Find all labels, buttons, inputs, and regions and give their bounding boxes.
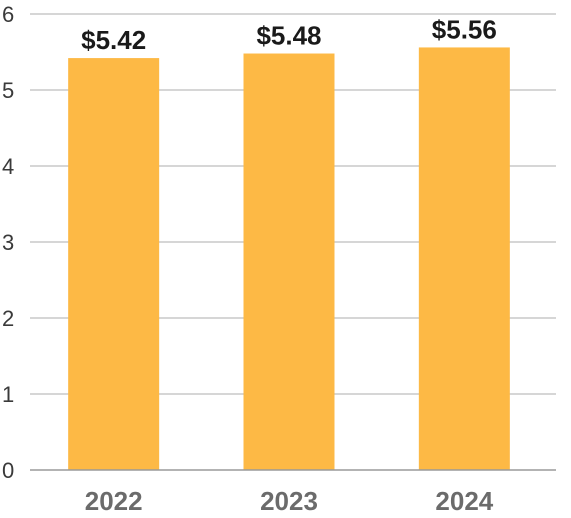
y-tick-label: 2 bbox=[2, 306, 14, 331]
y-tick-label: 4 bbox=[2, 154, 14, 179]
bar-value-label: $5.56 bbox=[432, 14, 497, 44]
bars bbox=[68, 47, 510, 471]
y-tick-label: 6 bbox=[2, 2, 14, 27]
bar bbox=[243, 53, 335, 471]
x-tick-label: 2023 bbox=[260, 486, 318, 516]
x-tick-label: 2024 bbox=[435, 486, 493, 516]
y-tick-label: 5 bbox=[2, 78, 14, 103]
y-tick-label: 3 bbox=[2, 230, 14, 255]
y-axis-ticks: 0 1 2 3 4 5 6 bbox=[2, 2, 14, 483]
bar-value-label: $5.42 bbox=[81, 25, 146, 55]
data-labels: $5.42 $5.48 $5.56 bbox=[81, 14, 497, 55]
bar bbox=[418, 47, 510, 470]
bar bbox=[68, 58, 160, 471]
y-tick-label: 0 bbox=[2, 458, 14, 483]
x-tick-label: 2022 bbox=[85, 486, 143, 516]
x-axis-ticks: 2022 2023 2024 bbox=[85, 486, 494, 516]
y-tick-label: 1 bbox=[2, 382, 14, 407]
bar-value-label: $5.48 bbox=[256, 21, 321, 51]
